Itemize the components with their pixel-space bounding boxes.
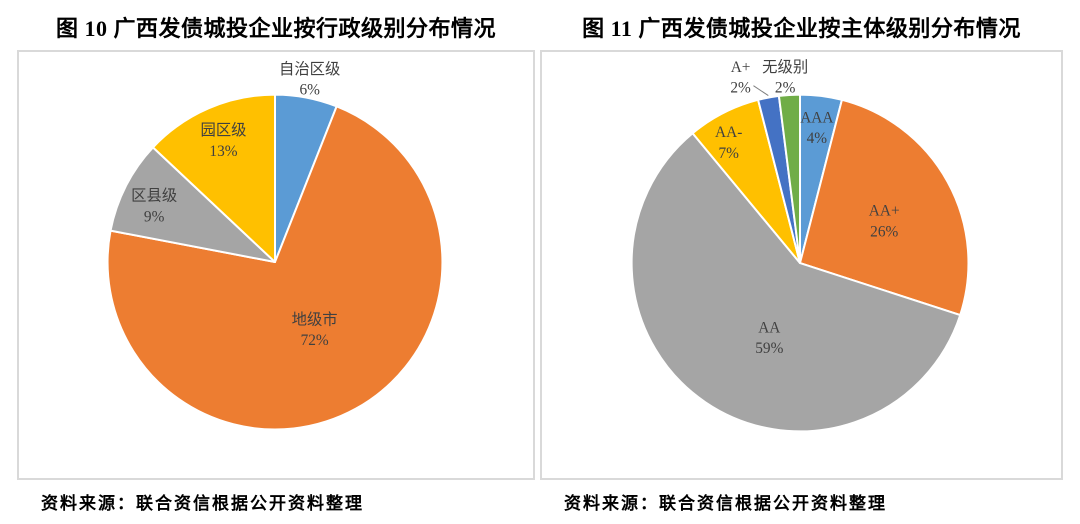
- pie-slice: [777, 93, 802, 265]
- label-leader-line: [753, 85, 769, 97]
- pie-chart-admin-level: 自治区级 6% 地级市 72% 区县级 9% 园区级 13%: [106, 60, 444, 431]
- chart-panel: AAA 4% AA+ 26% AA 59% AA-7% A+ 2% 无级别 2%: [540, 50, 1063, 480]
- pie-slice-label: AA+ 26%: [869, 202, 900, 240]
- figure-title: 图 11 广西发债城投企业按主体级别分布情况: [582, 16, 1021, 41]
- pie-slice: [799, 98, 970, 317]
- pie-chart-rating-level: AAA 4% AA+ 26% AA 59% AA-7% A+ 2% 无级别 2%: [630, 58, 970, 433]
- pie-slice-label: 自治区级 6%: [279, 60, 340, 99]
- pie-slice-label: AA-7%: [715, 124, 742, 162]
- pie-slice-label: A+ 2%: [730, 59, 751, 97]
- pie-slice-label: 无级别 2%: [762, 58, 808, 97]
- pie-slice-label: AA 59%: [755, 319, 783, 357]
- pie-slice-label: AAA 4%: [800, 109, 833, 147]
- pie-slice-label: 园区级 13%: [200, 121, 246, 160]
- figure-rating-level: 图 11 广西发债城投企业按主体级别分布情况 AAA 4% AA+ 26% AA 59% A…: [540, 0, 1063, 514]
- source-note: 资料来源：联合资信根据公开资料整理: [41, 494, 364, 513]
- pie-slice: [151, 93, 276, 264]
- figure-admin-level: 图 10 广西发债城投企业按行政级别分布情况 自治区级 6% 地级市 72% 区县级 9%…: [17, 0, 535, 514]
- pie-slice: [630, 132, 962, 433]
- pie-slice: [106, 105, 444, 431]
- source-note: 资料来源：联合资信根据公开资料整理: [564, 494, 887, 513]
- pie-slice-label: 区县级 9%: [131, 187, 177, 226]
- pie-slice-label: 地级市 72%: [292, 310, 338, 349]
- figure-title: 图 10 广西发债城投企业按行政级别分布情况: [55, 16, 496, 41]
- chart-panel: 自治区级 6% 地级市 72% 区县级 9% 园区级 13%: [17, 50, 535, 480]
- pie-slice: [109, 146, 276, 264]
